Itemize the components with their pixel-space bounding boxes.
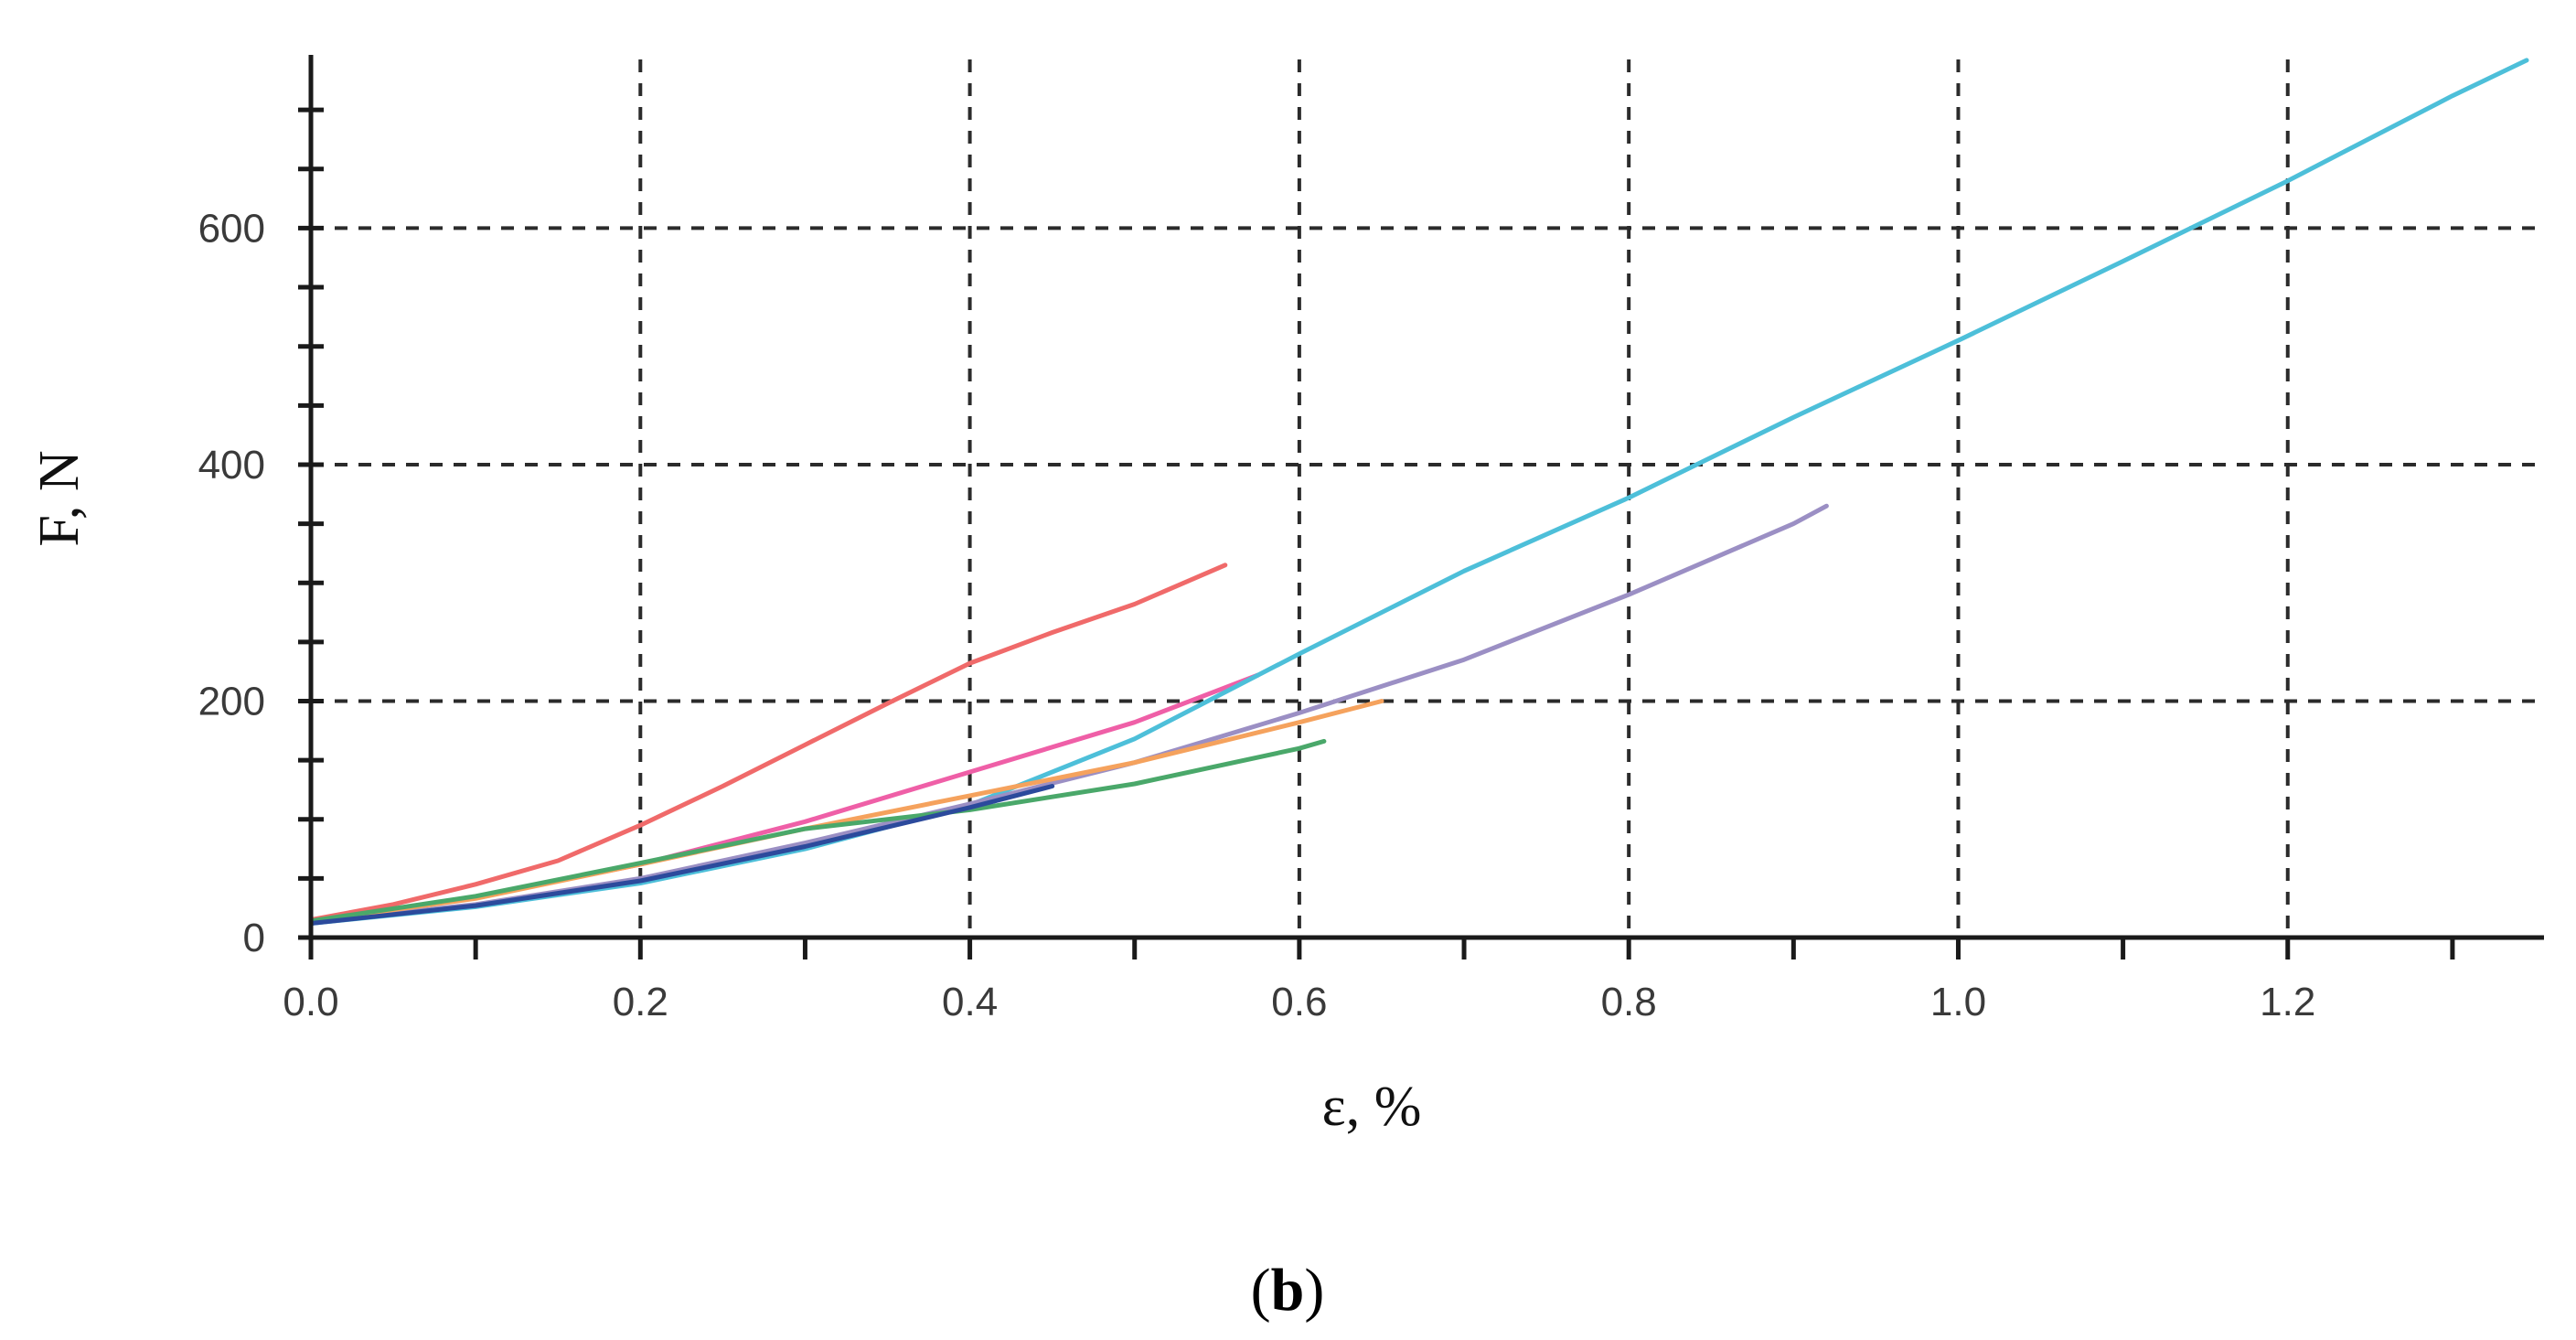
y-tick-label: 0 (243, 916, 265, 960)
grid (311, 59, 2544, 938)
panel-label-open: ( (1251, 1257, 1271, 1324)
x-tick-label: 1.2 (2260, 980, 2315, 1024)
x-tick-label: 0.0 (283, 980, 338, 1024)
x-tick-label: 0.6 (1271, 980, 1327, 1024)
panel-label: (b) (1251, 1257, 1325, 1324)
x-tick-label: 0.8 (1601, 980, 1657, 1024)
series-layer (308, 58, 2529, 926)
series-line-4 (308, 503, 1829, 925)
series-line-3 (308, 58, 2529, 926)
ticks (298, 107, 2455, 959)
series-line-1 (308, 563, 1228, 923)
panel-label-close: ) (1304, 1257, 1324, 1324)
x-tick-label: 1.0 (1930, 980, 1986, 1024)
y-tick-label: 400 (198, 443, 265, 488)
y-tick-label: 200 (198, 679, 265, 724)
series-line-7 (308, 784, 1055, 926)
panel-label-letter: b (1271, 1257, 1305, 1324)
tick-labels: 0.0 0.2 0.4 0.6 0.8 1.0 1.2 0 200 400 600 (198, 206, 2316, 1024)
series-line-2 (308, 672, 1261, 924)
x-axis-label: ε, % (1322, 1076, 1422, 1138)
y-tick-label: 600 (198, 206, 265, 251)
x-tick-label: 0.2 (613, 980, 668, 1024)
series-line-6 (308, 738, 1327, 924)
x-tick-label: 0.4 (942, 980, 998, 1024)
y-axis-label: F, N (28, 450, 91, 546)
axes (308, 55, 2544, 940)
